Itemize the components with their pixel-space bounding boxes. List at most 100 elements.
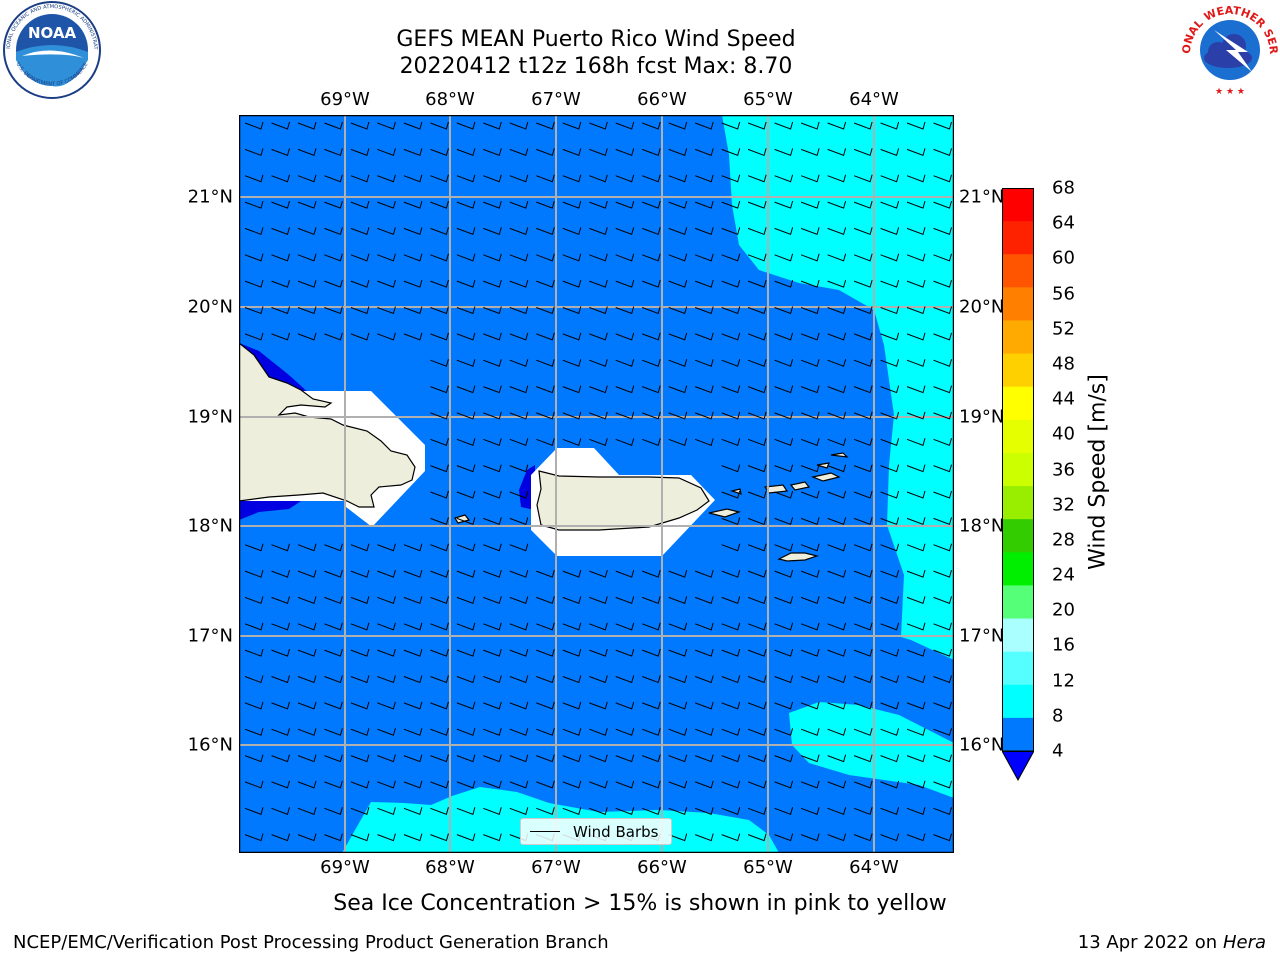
wind-barb	[562, 227, 582, 236]
wind-barb	[350, 675, 370, 684]
wind-barb	[906, 754, 926, 763]
wind-barb	[800, 807, 820, 815]
wind-barb	[271, 754, 290, 763]
wind-barb	[456, 279, 476, 288]
wind-barb	[562, 385, 582, 394]
wind-barb	[853, 701, 873, 710]
wind-barb	[456, 543, 476, 552]
sea-ice-note: Sea Ice Concentration > 15% is shown in …	[333, 891, 947, 916]
wind-barb	[377, 728, 396, 736]
wind-barb	[430, 569, 449, 578]
wind-barb	[403, 279, 423, 288]
wind-barb	[456, 728, 476, 736]
wind-barb	[244, 622, 264, 631]
wind-barb	[880, 490, 900, 499]
wind-barb	[483, 411, 502, 420]
wind-barb	[615, 780, 635, 789]
wind-barb	[244, 543, 264, 552]
wind-barb	[827, 411, 847, 420]
wind-barb	[430, 701, 449, 710]
wind-barb	[747, 227, 767, 236]
wind-barb	[324, 807, 343, 815]
wind-barb	[853, 200, 873, 209]
wind-barb	[827, 332, 847, 341]
wind-barb	[509, 517, 529, 526]
wind-barb	[906, 227, 926, 236]
wind-barb	[853, 675, 873, 684]
wind-barb	[853, 411, 873, 420]
wind-barb	[827, 359, 847, 367]
wind-barb	[536, 438, 555, 446]
wind-barb	[297, 780, 317, 789]
wind-barb	[615, 807, 635, 815]
wind-barb	[297, 121, 317, 130]
wind-barb	[827, 701, 847, 710]
wind-barb	[695, 121, 714, 130]
wind-barb	[642, 148, 661, 157]
wind-barb	[668, 596, 688, 605]
wind-barb	[933, 385, 952, 394]
map-border	[238, 114, 955, 854]
wind-barb	[747, 385, 767, 394]
wind-barb	[271, 728, 290, 736]
wind-barb	[456, 385, 476, 394]
wind-barb	[562, 622, 582, 631]
lat-label-right: 19°N	[959, 406, 1005, 428]
wind-barb	[668, 121, 688, 130]
wind-barb	[800, 675, 820, 684]
colorbar-band	[1002, 419, 1034, 454]
wind-barb	[536, 780, 555, 789]
wind-barb	[853, 780, 873, 789]
wind-barb	[880, 438, 900, 446]
wind-barb	[483, 385, 502, 394]
colorbar-tick-label: 24	[1052, 564, 1075, 586]
wind-barb	[509, 385, 529, 394]
wind-barb	[483, 200, 502, 209]
wind-barb	[747, 728, 767, 736]
wind-barb	[695, 279, 714, 288]
wind-barb	[324, 121, 343, 130]
colorbar-tick-label: 28	[1052, 529, 1075, 551]
lat-label-left: 21°N	[187, 186, 233, 208]
wind-barb	[377, 833, 396, 842]
wind-barb	[244, 253, 264, 262]
wind-barb	[403, 543, 423, 552]
wind-barb	[350, 728, 370, 736]
wind-barb	[483, 438, 502, 446]
lon-label-top: 66°W	[637, 89, 687, 110]
wind-barb	[747, 701, 767, 710]
wind-barb	[244, 279, 264, 288]
colorbar-band	[1002, 618, 1034, 653]
wind-barb	[827, 148, 847, 157]
lat-label-right: 20°N	[959, 296, 1005, 318]
wind-barb	[377, 332, 396, 341]
wind-barb	[509, 490, 529, 499]
wind-barb	[430, 148, 449, 157]
wind-barb	[297, 279, 317, 288]
wind-barb	[430, 279, 449, 288]
wind-barb	[933, 807, 952, 815]
wind-barb	[483, 121, 502, 130]
wind-barb	[350, 648, 370, 657]
wind-barb	[350, 622, 370, 631]
wind-barb	[880, 253, 900, 262]
wind-barb	[562, 754, 582, 763]
wind-barb	[853, 385, 873, 394]
wind-barb	[906, 359, 926, 367]
wind-barb	[721, 174, 741, 183]
wind-barb	[589, 253, 608, 262]
wind-barb	[350, 253, 370, 262]
wind-barb	[562, 174, 582, 183]
wind-barb	[906, 490, 926, 499]
land-hispaniola	[238, 341, 416, 508]
wind-barb	[456, 306, 476, 315]
colorbar-band	[1002, 519, 1034, 553]
colorbar-band	[1002, 386, 1034, 421]
wind-barb	[244, 833, 264, 842]
wind-barb	[430, 648, 449, 657]
wind-barb	[880, 701, 900, 710]
wind-barb	[668, 411, 688, 420]
wind-barb	[774, 438, 794, 446]
wind-barb	[430, 596, 449, 605]
